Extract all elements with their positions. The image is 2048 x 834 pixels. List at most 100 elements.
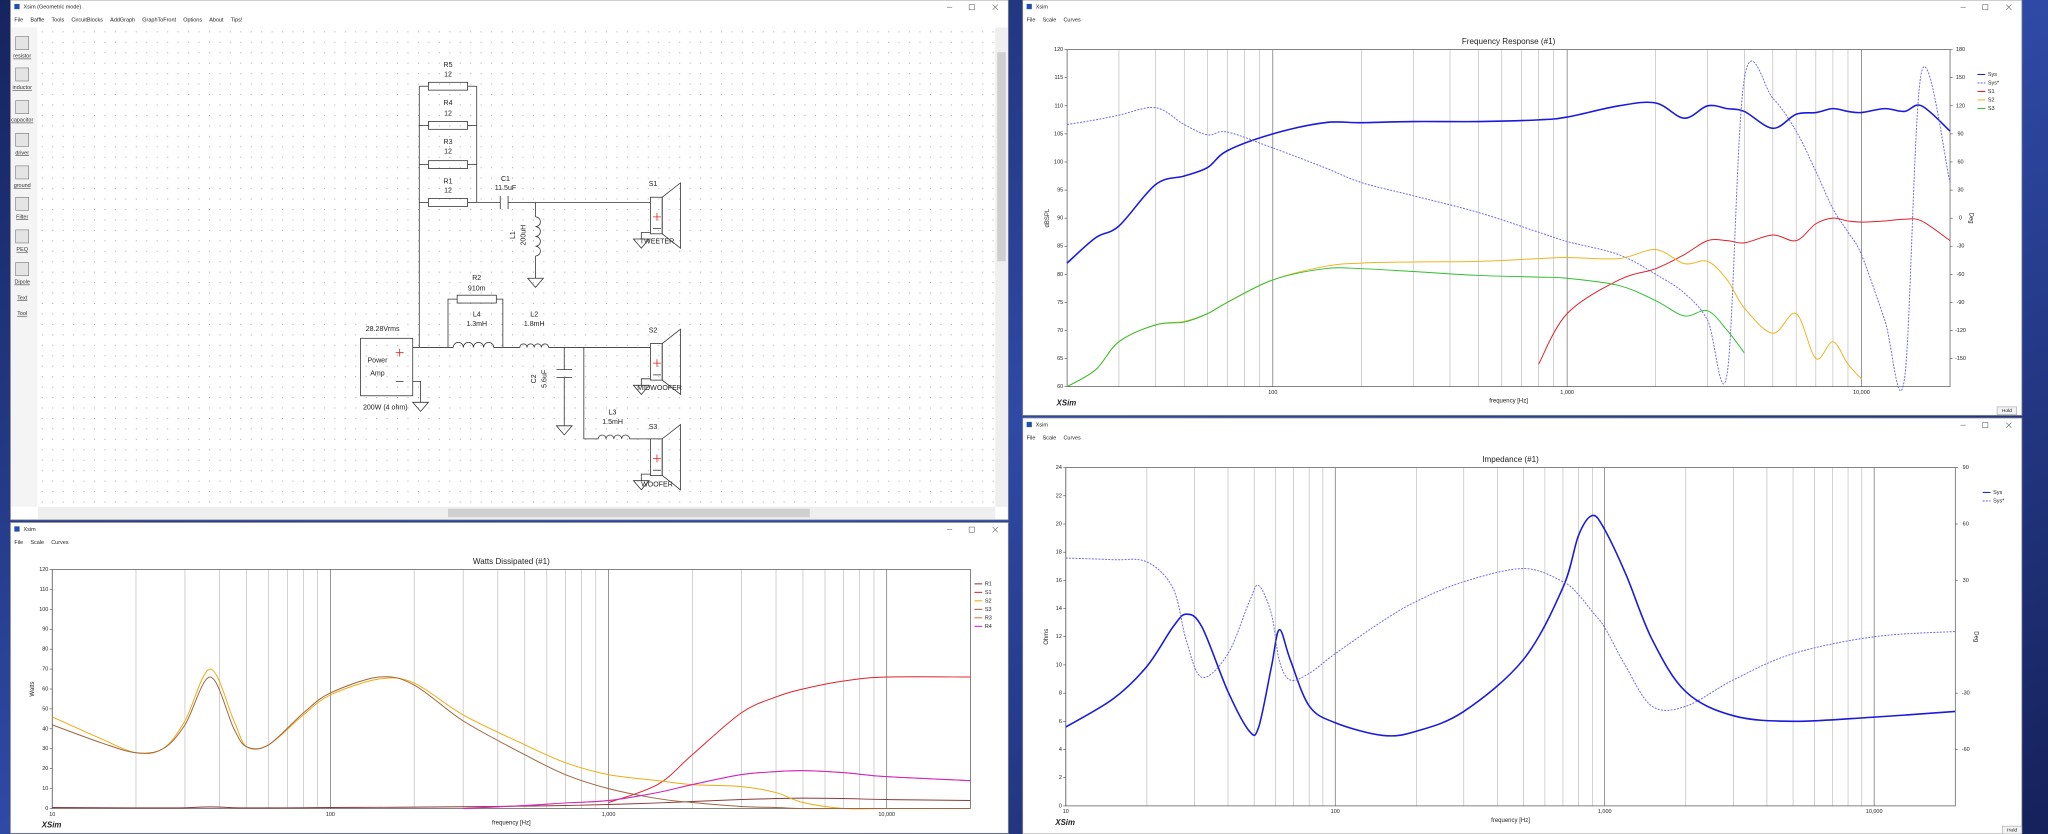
driver-label: WOOFER	[641, 481, 673, 488]
y-tick-label: 65	[1057, 356, 1063, 362]
close-button[interactable]	[2006, 4, 2012, 11]
part-ref: R5	[443, 62, 452, 69]
close-button[interactable]	[2006, 422, 2012, 428]
toolbar-icon	[15, 165, 29, 180]
y2-tick-label: -120	[1955, 328, 1966, 334]
chart: 10 100 1,000 10,000024681012141618202224-60…	[1044, 455, 2023, 834]
toolbar-button[interactable]: driver	[15, 150, 29, 156]
legend-label: R3	[985, 615, 992, 621]
driver-cone	[661, 423, 681, 491]
part-ref: L4	[473, 312, 481, 319]
window-title: Xsim	[24, 527, 37, 533]
chart-title: Impedance (#1)	[1482, 455, 1539, 464]
menu-item[interactable]: File	[14, 18, 23, 24]
toolbar-button[interactable]: Tool	[17, 311, 27, 317]
inductor	[519, 343, 549, 348]
y2-tick-label: -30	[1962, 691, 1970, 697]
y2-tick-label: 60	[1957, 159, 1963, 165]
y-tick-label: 80	[1057, 272, 1063, 278]
y-tick-label: 40	[42, 726, 48, 732]
menu-item[interactable]: AddGraph	[110, 18, 135, 24]
series-line	[1066, 249, 1862, 388]
wire	[640, 378, 651, 386]
ground	[526, 277, 545, 288]
y-tick-label: 50	[42, 706, 48, 712]
menu-item[interactable]: File	[1027, 18, 1036, 24]
y-tick-label: 4	[1059, 747, 1062, 753]
driver-ref: S1	[649, 181, 658, 188]
menu-item[interactable]: GraphToFront	[142, 18, 176, 24]
y-tick-label: 90	[42, 627, 48, 633]
toolbar-button[interactable]: ground	[14, 183, 31, 189]
inductor	[452, 342, 495, 348]
menu-item[interactable]: About	[209, 18, 224, 24]
y2-axis-label: Deg	[1973, 631, 1979, 642]
series-line	[1067, 60, 1951, 392]
menu-item[interactable]: Curves	[51, 540, 69, 546]
resistor	[428, 160, 468, 169]
y-tick-label: 20	[42, 766, 48, 772]
toolbar-button[interactable]: PEQ	[16, 247, 28, 253]
toolbar-button[interactable]: inductor	[12, 85, 32, 91]
y-tick-label: 95	[1057, 188, 1063, 194]
resistor	[428, 121, 468, 130]
menu-item[interactable]: File	[1027, 436, 1036, 442]
y-tick-label: 20	[1056, 521, 1062, 527]
part-value: 1.5mH	[602, 419, 623, 426]
hold-button[interactable]	[1996, 406, 2017, 415]
plus-sign	[653, 454, 661, 463]
part-value: 12	[444, 71, 452, 78]
resistor	[428, 198, 468, 207]
menu-item[interactable]: Scale	[1043, 18, 1057, 24]
part-value: 1.8mH	[524, 321, 545, 328]
menu-item[interactable]: Curves	[1063, 18, 1081, 24]
y-tick-label: 120	[39, 567, 48, 573]
y2-tick-label: 60	[1963, 521, 1969, 527]
window-title: Xsim	[1036, 5, 1049, 11]
close-button[interactable]	[992, 526, 999, 533]
toolbar-button[interactable]: Filter	[16, 214, 28, 220]
menu-item[interactable]: File	[14, 540, 23, 546]
x-tick-label: 10	[49, 812, 55, 818]
menu-item[interactable]: Baffle	[30, 18, 44, 24]
part-value: 12	[444, 111, 452, 118]
toolbar-button[interactable]: Text	[17, 295, 28, 301]
y-tick-label: 16	[1056, 578, 1062, 584]
window-title: Xsim (Geometric mode)	[24, 5, 82, 11]
toolbar-icon	[15, 196, 29, 211]
menu-item[interactable]: Tools	[51, 18, 64, 24]
inductor	[597, 434, 630, 439]
menu-item[interactable]: Options	[183, 18, 202, 24]
close-button[interactable]	[992, 4, 999, 11]
amp-label: Amp	[370, 370, 385, 377]
hold-button-label: Hold	[2002, 408, 2012, 414]
y2-tick-label: 30	[1963, 578, 1969, 584]
toolbar-button[interactable]: Dipole	[14, 280, 30, 286]
window-icon	[1026, 421, 1032, 428]
maximize-button[interactable]	[968, 526, 975, 533]
maximize-button[interactable]	[1982, 4, 1989, 11]
y-tick-label: 24	[1056, 465, 1062, 471]
y-tick-label: 60	[42, 686, 48, 692]
wire	[640, 232, 651, 240]
y2-tick-label: 0	[1959, 216, 1962, 222]
menu-item[interactable]: Tips!	[231, 18, 243, 24]
toolbar-icon	[15, 262, 29, 276]
plot-area	[1067, 49, 1951, 387]
y2-tick-label: 90	[1963, 465, 1969, 471]
legend-label: Sys	[1993, 490, 2002, 496]
toolbar-button[interactable]: resistor	[13, 54, 31, 60]
toolbar-button[interactable]: capacitor	[11, 118, 33, 124]
menu-item[interactable]: CircuitBlocks	[71, 18, 103, 24]
brand-logo: XSim	[1056, 399, 1077, 408]
y2-tick-label: -90	[1957, 300, 1965, 306]
menu-item[interactable]: Scale	[1043, 436, 1057, 442]
menu-item[interactable]: Scale	[30, 540, 44, 546]
y2-tick-label: 120	[1956, 103, 1965, 109]
toolbar-icon	[15, 132, 29, 147]
menu-item[interactable]: Curves	[1063, 436, 1081, 442]
y-tick-label: 10	[42, 786, 48, 792]
maximize-button[interactable]	[1982, 422, 1989, 429]
legend-label: S2	[985, 598, 992, 604]
maximize-button[interactable]	[968, 4, 975, 11]
